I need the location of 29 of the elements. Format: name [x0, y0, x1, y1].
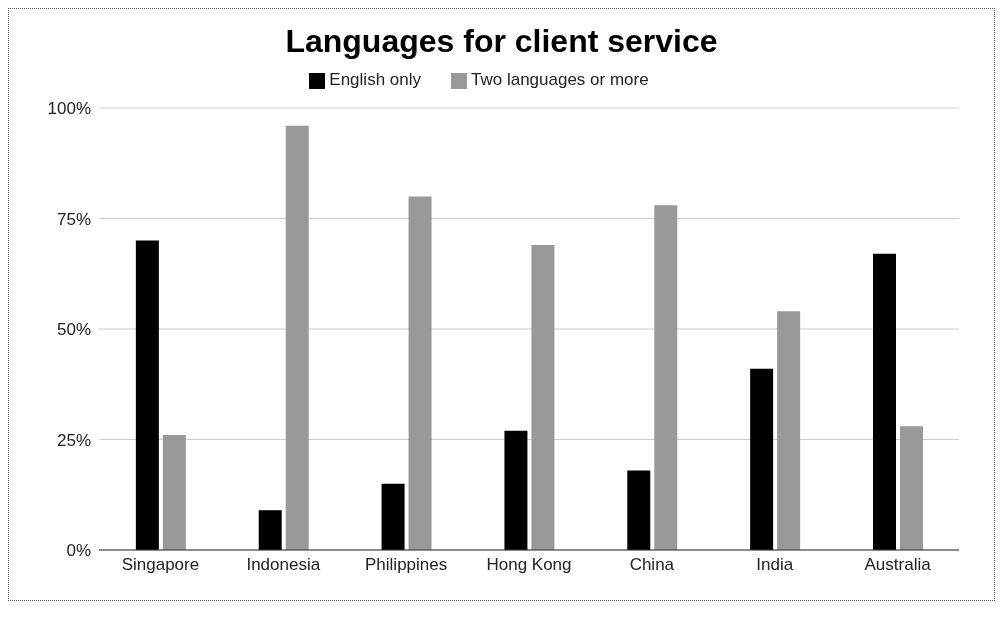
y-tick-label: 0% [66, 541, 91, 561]
bar [873, 253, 896, 550]
y-tick-label: 75% [56, 209, 91, 229]
x-tick-label: Australia [864, 555, 932, 575]
bar [135, 240, 159, 550]
bar [258, 510, 282, 550]
bar [654, 205, 678, 550]
legend-label: English only [329, 70, 421, 89]
y-tick-label: 25% [56, 430, 91, 450]
x-tick-label: Hong Kong [486, 555, 572, 575]
chart-title: Languages for client service [284, 23, 719, 60]
x-tick-label: Philippines [365, 555, 448, 575]
bar [777, 311, 801, 550]
x-tick-label: Singapore [121, 555, 200, 575]
bar [900, 426, 923, 550]
bar [750, 368, 774, 550]
x-tick-label: India [756, 555, 794, 575]
bar [381, 483, 405, 550]
bar [408, 196, 432, 550]
y-tick-label: 100% [47, 99, 91, 119]
x-tick-label: China [629, 555, 675, 575]
y-tick-label: 50% [56, 320, 91, 340]
x-tick-label: Indonesia [246, 555, 321, 575]
bar [627, 470, 651, 550]
bar [162, 435, 186, 550]
bar [285, 125, 309, 550]
legend-label: Two languages or more [471, 70, 649, 89]
bar [504, 430, 528, 550]
bar [531, 245, 555, 550]
